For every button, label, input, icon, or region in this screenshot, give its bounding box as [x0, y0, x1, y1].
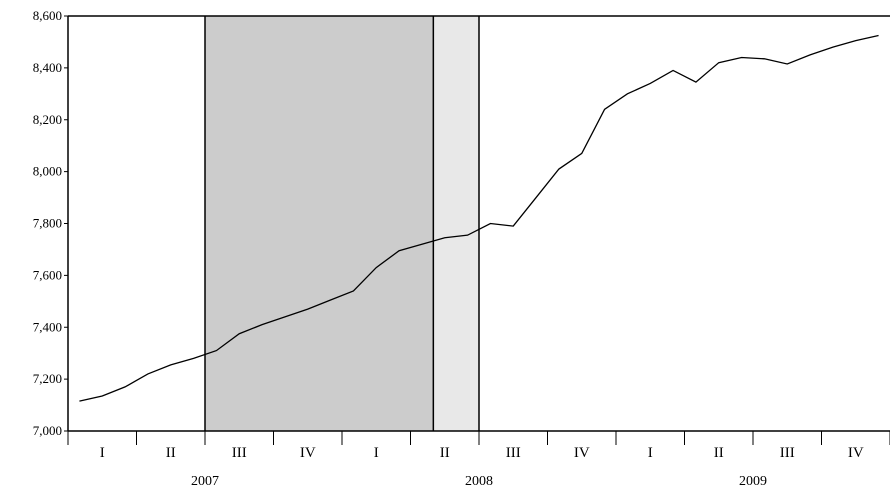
- x-quarter-label: II: [166, 445, 176, 461]
- x-quarter-label: III: [780, 445, 795, 461]
- x-year-label: 2007: [191, 474, 219, 489]
- x-quarter-label: I: [374, 445, 379, 461]
- y-tick-label: 8,200: [33, 112, 62, 127]
- x-quarter-label: III: [232, 445, 247, 461]
- shaded-regions: [205, 16, 479, 431]
- x-quarter-label: II: [440, 445, 450, 461]
- y-tick-label: 8,400: [33, 60, 62, 75]
- y-axis: 7,000 7,200 7,400 7,600 7,800 8,000 8,200 8,400…: [33, 8, 68, 438]
- x-quarter-label: II: [714, 445, 724, 461]
- series-group: [79, 34, 879, 402]
- y-tick-label: 7,600: [33, 267, 62, 282]
- y-tick-label: 7,200: [33, 371, 62, 386]
- x-year-label: 2009: [739, 474, 767, 489]
- shaded-region-1: [433, 16, 479, 431]
- y-tick-label: 7,000: [33, 423, 62, 438]
- shaded-region-0: [205, 16, 434, 431]
- y-tick-label: 8,000: [33, 164, 62, 179]
- x-quarter-label: III: [506, 445, 521, 461]
- y-tick-label: 7,800: [33, 216, 62, 231]
- x-quarter-label: I: [648, 445, 653, 461]
- period-divider-lines: [204, 16, 480, 431]
- series-line: [79, 34, 879, 402]
- x-quarter-label: IV: [848, 445, 864, 461]
- y-tick-label: 8,600: [33, 8, 62, 23]
- x-year-label: 2008: [465, 474, 493, 489]
- x-quarter-label: IV: [300, 445, 316, 461]
- x-quarter-label: IV: [574, 445, 590, 461]
- y-tick-label: 7,400: [33, 319, 62, 334]
- x-quarter-label: I: [100, 445, 105, 461]
